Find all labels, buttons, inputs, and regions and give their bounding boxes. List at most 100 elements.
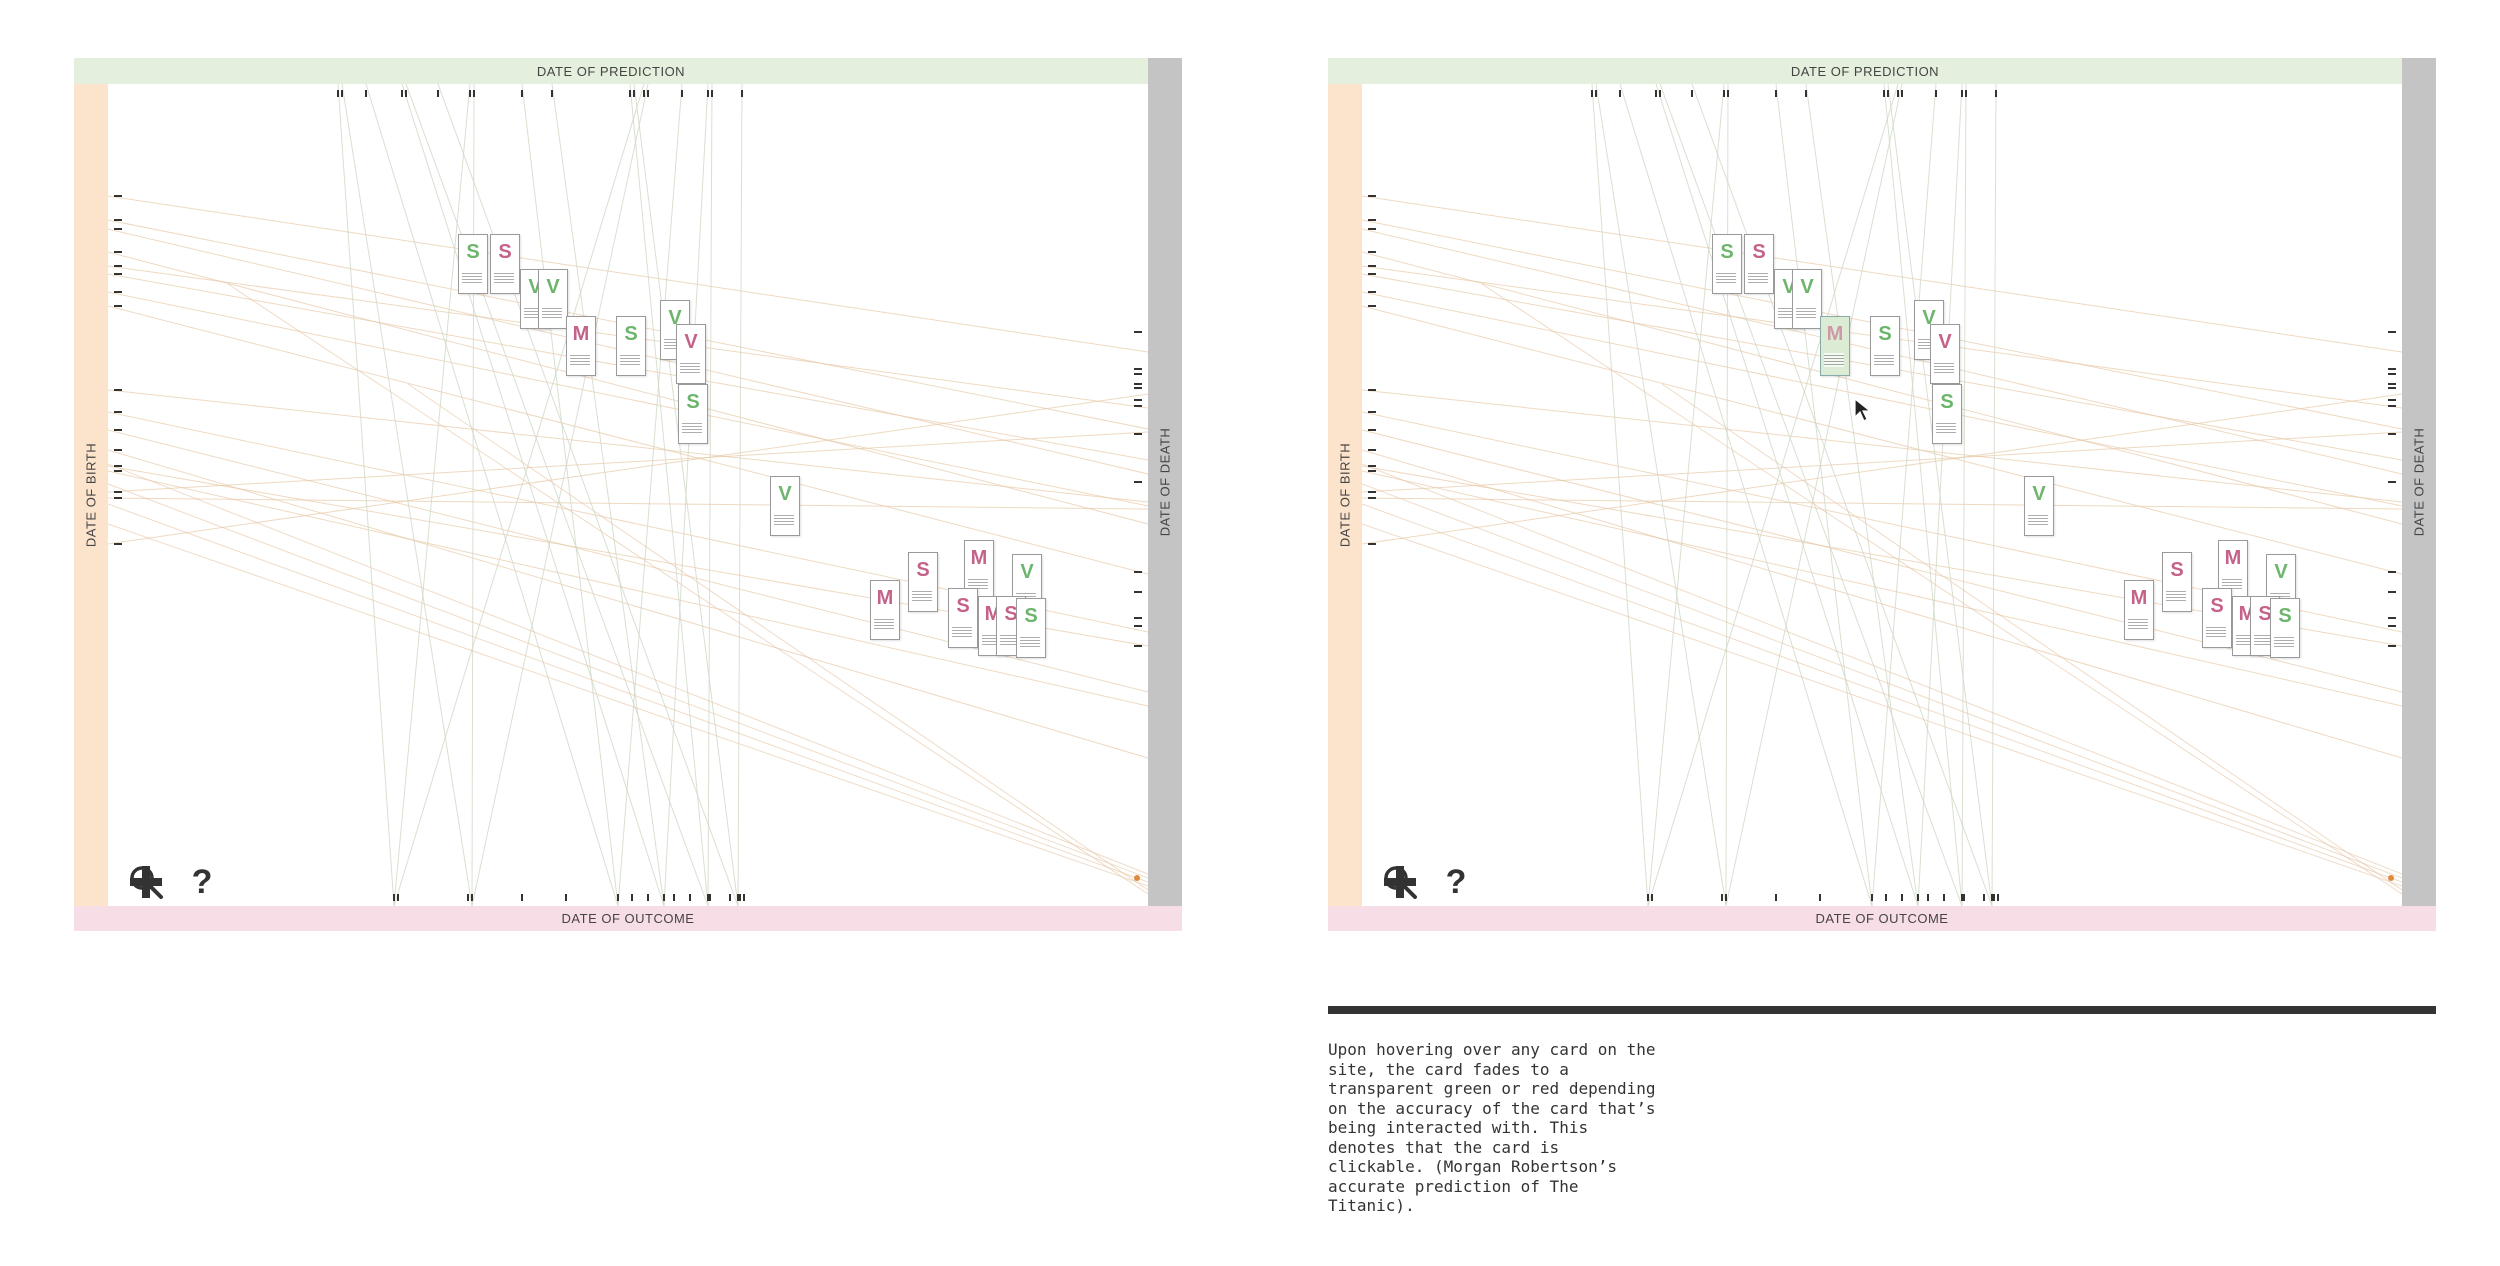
prediction-outcome-line: [1917, 84, 1963, 906]
prediction-outcome-line: [337, 84, 395, 906]
prediction-card[interactable]: V: [1930, 324, 1960, 384]
birth-death-line: [108, 503, 1148, 883]
birth-death-line: [108, 483, 1148, 879]
prediction-card[interactable]: V: [538, 269, 568, 329]
caption-divider: [1328, 1006, 2436, 1014]
card-text-lines: [912, 589, 932, 603]
prediction-card[interactable]: S: [1712, 234, 1742, 294]
add-icon[interactable]: [1384, 864, 1530, 900]
death-axis-label: DATE OF DEATH: [2411, 427, 2427, 537]
prediction-card[interactable]: M: [2124, 580, 2154, 640]
card-letter: S: [916, 559, 930, 581]
card-letter: M: [2224, 547, 2242, 569]
card-letter: M: [876, 587, 894, 609]
birth-death-line: [108, 497, 1148, 510]
prediction-card[interactable]: S: [1016, 598, 1046, 658]
prediction-card[interactable]: V: [770, 476, 800, 536]
card-text-lines: [2274, 635, 2294, 649]
prediction-outcome-line: [1805, 84, 1919, 906]
add-icon[interactable]: [130, 864, 276, 900]
toolbar: ?: [1382, 862, 1530, 901]
card-letter: V: [778, 483, 792, 505]
prediction-axis-label: DATE OF PREDICTION: [1790, 64, 1940, 79]
prediction-outcome-line: [405, 84, 709, 906]
birth-death-line: [407, 383, 1148, 891]
card-letter: M: [970, 547, 988, 569]
help-icon[interactable]: ?: [1445, 862, 1467, 901]
card-letter: S: [956, 595, 970, 617]
prediction-outcome-line: [437, 84, 739, 906]
birth-death-line: [1362, 305, 2402, 575]
card-letter: S: [2170, 559, 2184, 581]
card-letter: V: [1800, 276, 1814, 298]
prediction-card[interactable]: S: [458, 234, 488, 294]
prediction-card[interactable]: S: [1744, 234, 1774, 294]
prediction-outcome-line: [393, 84, 471, 906]
card-letter: S: [466, 241, 480, 263]
prediction-outcome-line: [629, 84, 709, 906]
timeline-panel-hover: DATE OF PREDICTION DATE OF BIRTH DATE OF…: [1328, 58, 2436, 931]
connection-lines: [108, 84, 1148, 906]
help-icon[interactable]: ?: [191, 862, 213, 901]
prediction-outcome-line: [737, 84, 743, 906]
prediction-outcome-line: [707, 84, 713, 906]
prediction-card[interactable]: S: [678, 384, 708, 444]
card-text-lines: [1748, 271, 1768, 285]
card-text-lines: [2206, 625, 2226, 639]
prediction-card[interactable]: S: [1932, 384, 1962, 444]
card-text-lines: [1716, 271, 1736, 285]
card-letter: S: [1940, 391, 1954, 413]
card-letter: S: [2210, 595, 2224, 617]
card-text-lines: [774, 513, 794, 527]
card-letter: S: [1752, 241, 1766, 263]
card-letter: M: [572, 323, 590, 345]
prediction-outcome-line: [365, 84, 619, 906]
birth-axis-label: DATE OF BIRTH: [1337, 442, 1353, 548]
prediction-card[interactable]: S: [2202, 588, 2232, 648]
prediction-card[interactable]: S: [908, 552, 938, 612]
birth-death-line: [108, 291, 1148, 507]
prediction-outcome-line: [663, 84, 709, 906]
card-text-lines: [682, 421, 702, 435]
prediction-card[interactable]: M: [1820, 316, 1850, 376]
outcome-axis-band: DATE OF OUTCOME: [1328, 906, 2436, 931]
birth-death-line: [1362, 429, 2402, 693]
prediction-card[interactable]: V: [1792, 269, 1822, 329]
death-marker: [1134, 875, 1140, 881]
prediction-axis-band: DATE OF PREDICTION: [1328, 58, 2402, 84]
card-letter: S: [1004, 603, 1018, 625]
prediction-card[interactable]: S: [2270, 598, 2300, 658]
prediction-card[interactable]: S: [1870, 316, 1900, 376]
prediction-outcome-line: [471, 84, 475, 906]
card-text-lines: [2028, 513, 2048, 527]
death-axis-band: DATE OF DEATH: [1148, 58, 1182, 906]
birth-death-line: [108, 523, 1148, 887]
birth-death-line: [108, 429, 1148, 693]
prediction-card[interactable]: S: [490, 234, 520, 294]
prediction-outcome-line: [1619, 84, 1873, 906]
card-letter: V: [1938, 331, 1952, 353]
prediction-outcome-line: [1871, 84, 1937, 906]
prediction-outcome-line: [1591, 84, 1649, 906]
birth-death-line: [1362, 503, 2402, 883]
prediction-card[interactable]: M: [566, 316, 596, 376]
prediction-card[interactable]: S: [2162, 552, 2192, 612]
connection-lines: [1362, 84, 2402, 906]
birth-death-line: [108, 470, 1148, 707]
prediction-card[interactable]: V: [2024, 476, 2054, 536]
prediction-card[interactable]: S: [948, 588, 978, 648]
card-text-lines: [680, 361, 700, 375]
birth-death-line: [108, 393, 1148, 545]
caption-text: Upon hovering over any card on the site,…: [1328, 1040, 1656, 1215]
prediction-card[interactable]: S: [616, 316, 646, 376]
card-text-lines: [620, 353, 640, 367]
prediction-card[interactable]: M: [870, 580, 900, 640]
outcome-axis-band: DATE OF OUTCOME: [74, 906, 1182, 931]
prediction-outcome-line: [1659, 84, 1963, 906]
birth-death-line: [227, 283, 1148, 895]
prediction-outcome-line: [617, 84, 683, 906]
birth-death-line: [1362, 463, 2402, 875]
prediction-card[interactable]: V: [676, 324, 706, 384]
card-letter: S: [1720, 241, 1734, 263]
